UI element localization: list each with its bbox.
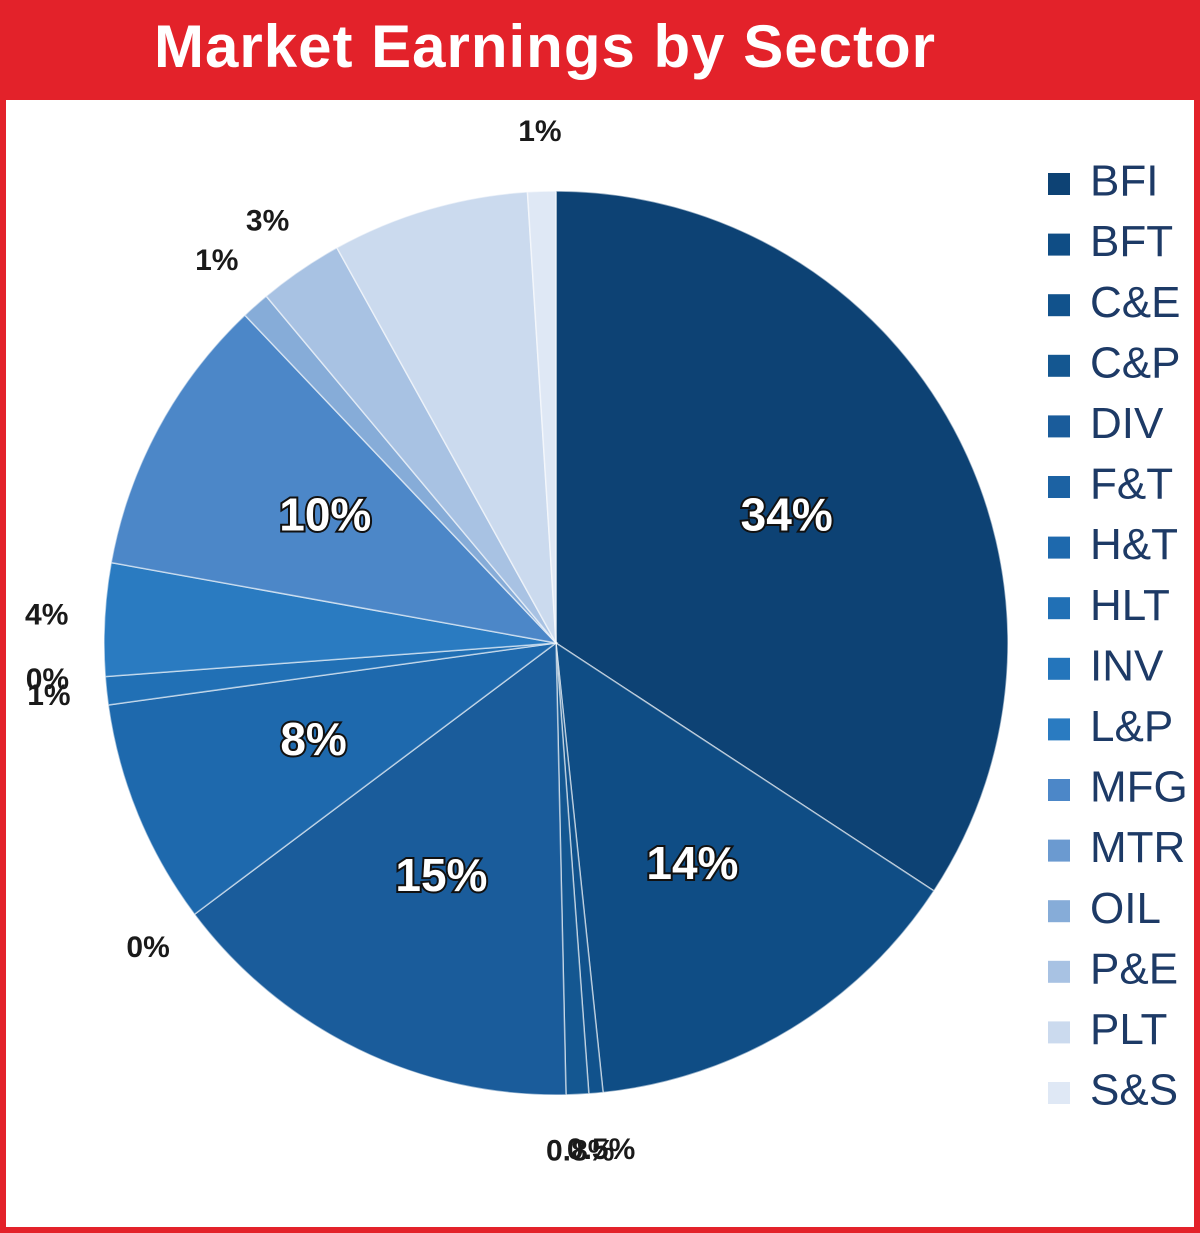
slice-label-oil: 1% — [195, 244, 238, 277]
legend-label-f-and-t: F&T — [1090, 460, 1173, 509]
legend-swatch-oil — [1048, 900, 1070, 923]
legend-item-div: DIV — [1048, 399, 1164, 448]
legend: BFI BFT C&E C&P DIV F&T H&T HLT INV L&P MFG MTR OIL P… — [1048, 157, 1188, 1115]
pie-slice-plt — [335, 191, 557, 644]
legend-item-mtr: MTR — [1048, 823, 1185, 872]
pie-slice-mfg — [110, 314, 559, 645]
legend-swatch-div — [1048, 415, 1070, 438]
title-bar: Market Earnings by Sector — [0, 0, 1200, 100]
legend-item-inv: INV — [1048, 641, 1164, 690]
slice-label-c-and-e: 0.5% — [567, 1133, 635, 1166]
legend-swatch-c-and-e — [1048, 294, 1070, 317]
legend-label-mtr: MTR — [1090, 823, 1185, 872]
pie-slice-h-and-t — [107, 641, 559, 916]
legend-item-bft: BFT — [1048, 217, 1173, 266]
slice-label-h-and-t: 8% — [280, 713, 346, 765]
legend-swatch-inv — [1048, 657, 1070, 680]
slice-label-s-and-s: 1% — [518, 115, 561, 148]
slice-label-div: 15% — [395, 849, 487, 901]
legend-item-oil: OIL — [1048, 884, 1161, 933]
pie-slice-div — [193, 641, 567, 1096]
legend-item-c-and-p: C&P — [1048, 338, 1180, 387]
legend-swatch-h-and-t — [1048, 536, 1070, 559]
legend-label-bfi: BFI — [1090, 157, 1158, 206]
legend-item-bfi: BFI — [1048, 157, 1158, 206]
legend-swatch-hlt — [1048, 597, 1070, 620]
legend-label-hlt: HLT — [1090, 581, 1170, 630]
legend-item-mfg: MFG — [1048, 763, 1188, 812]
legend-swatch-l-and-p — [1048, 718, 1070, 741]
pie-slice-s-and-s — [526, 190, 557, 644]
legend-item-s-and-s: S&S — [1048, 1066, 1178, 1115]
slice-label-c-and-p: 0.8% — [546, 1134, 614, 1167]
legend-label-c-and-p: C&P — [1090, 338, 1180, 387]
legend-item-plt: PLT — [1048, 1005, 1167, 1054]
legend-swatch-bft — [1048, 233, 1070, 256]
legend-swatch-s-and-s — [1048, 1082, 1070, 1104]
legend-item-f-and-t: F&T — [1048, 460, 1173, 509]
pie-slices — [103, 190, 1009, 1096]
chart-title: Market Earnings by Sector — [154, 13, 936, 80]
legend-label-mfg: MFG — [1090, 763, 1188, 812]
legend-label-inv: INV — [1090, 641, 1164, 690]
legend-swatch-plt — [1048, 1021, 1070, 1044]
pie-slice-bft — [555, 641, 935, 1094]
legend-label-plt: PLT — [1090, 1005, 1167, 1054]
legend-swatch-p-and-e — [1048, 960, 1070, 983]
legend-swatch-mtr — [1048, 839, 1070, 862]
legend-item-l-and-p: L&P — [1048, 702, 1173, 751]
legend-item-c-and-e: C&E — [1048, 278, 1180, 327]
legend-label-h-and-t: H&T — [1090, 520, 1178, 569]
legend-label-p-and-e: P&E — [1090, 944, 1178, 993]
pie-labels: 34%14%0.5%0.8%15%0%8%1%0%4%10%1%3%1% — [25, 115, 835, 1167]
legend-label-c-and-e: C&E — [1090, 278, 1180, 327]
legend-label-bft: BFT — [1090, 217, 1173, 266]
slice-label-hlt: 1% — [27, 679, 70, 712]
legend-label-oil: OIL — [1090, 884, 1161, 933]
pie-slice-bfi — [555, 190, 1009, 892]
slice-label-mfg: 10% — [279, 489, 371, 541]
slice-label-bft: 14% — [646, 837, 738, 889]
legend-label-div: DIV — [1090, 399, 1164, 448]
slice-label-l-and-p: 4% — [25, 598, 68, 631]
legend-label-s-and-s: S&S — [1090, 1066, 1178, 1115]
legend-item-p-and-e: P&E — [1048, 944, 1178, 993]
slice-label-bfi: 34% — [741, 489, 833, 541]
legend-label-l-and-p: L&P — [1090, 702, 1173, 751]
slice-label-f-and-t: 0% — [126, 931, 169, 964]
legend-item-h-and-t: H&T — [1048, 520, 1178, 569]
slice-label-inv: 0% — [26, 663, 69, 696]
legend-swatch-c-and-p — [1048, 354, 1070, 377]
legend-swatch-bfi — [1048, 173, 1070, 195]
legend-item-hlt: HLT — [1048, 581, 1170, 630]
legend-swatch-f-and-t — [1048, 476, 1070, 498]
slice-label-p-and-e: 3% — [246, 204, 289, 237]
legend-swatch-mfg — [1048, 779, 1070, 801]
